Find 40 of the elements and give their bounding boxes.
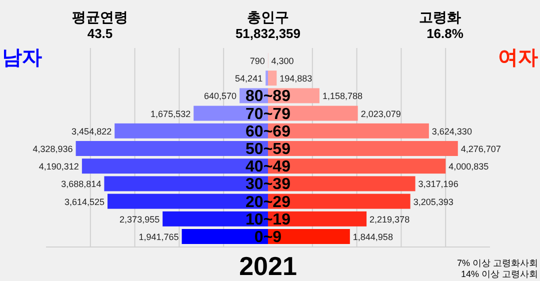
y-tick-label: 20~29 [246, 194, 291, 211]
text: 여자 [498, 47, 538, 69]
text: 총인구 [247, 9, 289, 25]
data-label: 4,000,835 [448, 162, 489, 172]
data-label: 4,328,936 [32, 144, 73, 154]
data-label: 3,454,822 [72, 126, 112, 136]
data-label: 640,570 [204, 91, 237, 102]
text: 7% 이상 고령화사회 [456, 258, 538, 268]
text: 51,832,359 [235, 26, 301, 41]
data-label: 194,883 [280, 74, 312, 84]
text: 평균연령 [72, 9, 128, 25]
y-tick-label: 30~39 [246, 176, 291, 194]
text: 43.5 [87, 26, 113, 41]
data-label: 3,614,525 [64, 196, 105, 207]
data-label: 3,317,196 [418, 179, 458, 190]
text: 2021 [239, 251, 297, 281]
data-label: 1,941,765 [138, 232, 179, 242]
y-tick-label: 60~69 [246, 123, 291, 140]
data-label: 54,241 [235, 74, 263, 84]
text: 16.8% [426, 26, 464, 41]
text: 고령화 [419, 9, 461, 25]
text: 14% 이상 고령사회 [460, 269, 538, 279]
y-tick-label: 80~89 [246, 88, 291, 106]
data-label: 4,190,312 [38, 162, 79, 172]
y-tick-label: 70~79 [246, 106, 291, 123]
text: 남자 [2, 47, 42, 69]
data-label: 3,688,814 [61, 179, 102, 190]
data-label: 3,624,330 [432, 126, 472, 136]
data-label: 3,205,393 [413, 196, 454, 207]
data-label: 2,219,378 [370, 214, 410, 224]
y-tick-label: 0~9 [254, 229, 282, 246]
y-tick-label: 50~59 [246, 141, 291, 158]
data-label: 4,300 [271, 56, 294, 66]
data-label: 790 [250, 56, 265, 66]
data-label: 1,675,532 [150, 108, 191, 119]
data-label: 1,844,958 [352, 232, 393, 242]
data-label: 1,158,788 [322, 91, 362, 102]
data-label: 4,276,707 [460, 144, 501, 154]
data-label: 2,023,079 [360, 108, 401, 119]
data-label: 2,373,955 [120, 214, 160, 224]
